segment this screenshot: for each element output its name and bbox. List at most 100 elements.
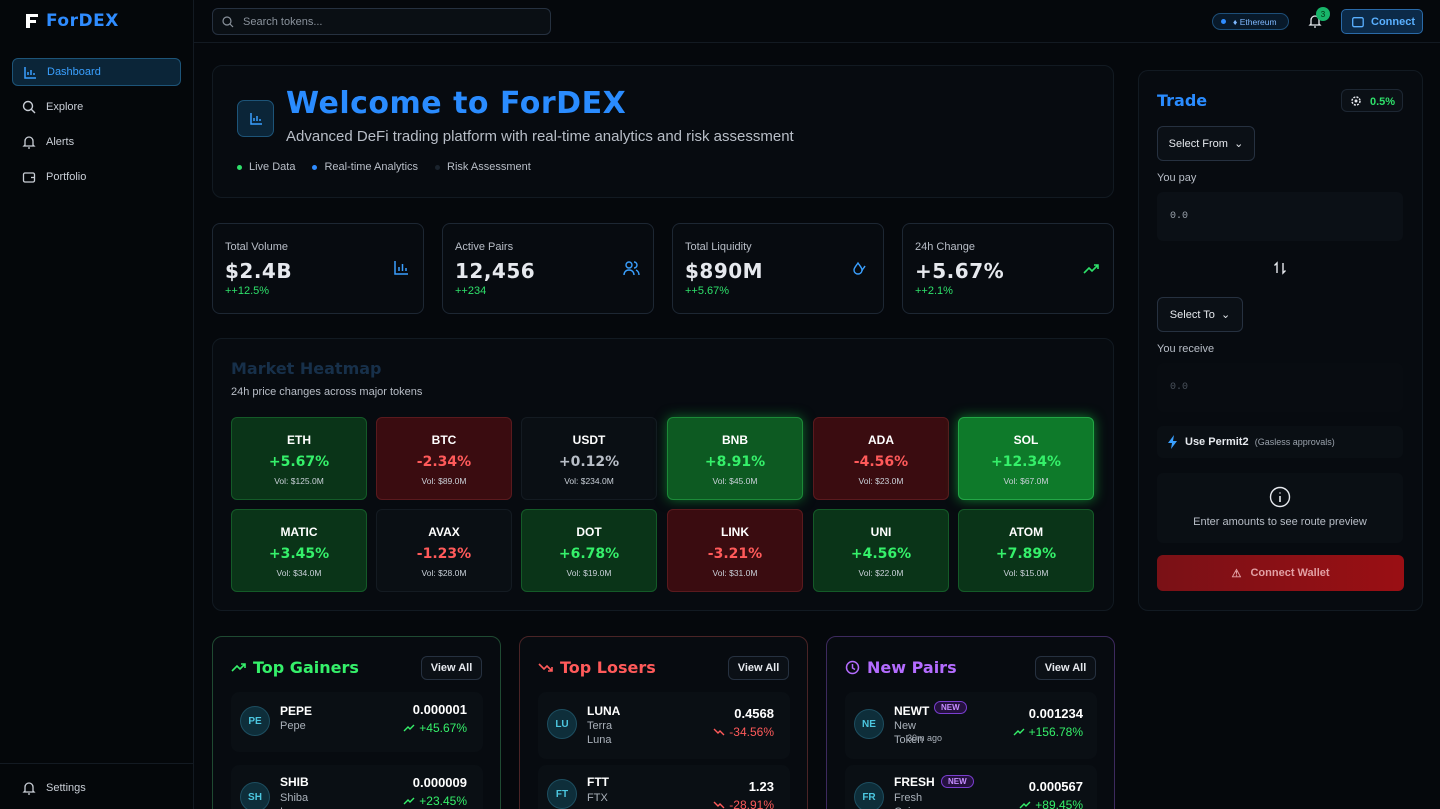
tag-label: Real-time Analytics	[324, 161, 419, 173]
price-box: 0.4568 -34.56%	[664, 706, 774, 739]
change-value: +45.67%	[419, 721, 467, 735]
stat-label: Total Volume	[225, 241, 288, 253]
price-box: 0.000009 +23.45%	[357, 775, 467, 808]
tile-volume: Vol: $125.0M	[274, 476, 324, 486]
stat-card: 24h Change +5.67% ++2.1%	[902, 223, 1114, 314]
search-box[interactable]: Search tokens...	[212, 8, 551, 35]
label: Connect	[1371, 15, 1415, 28]
tile-change: +3.45%	[268, 546, 330, 562]
stat-card: Active Pairs 12,456 ++234	[442, 223, 654, 314]
connect-wallet[interactable]: ⚠ Connect Wallet	[1157, 555, 1404, 591]
swap-icon[interactable]	[1273, 261, 1287, 275]
select-from[interactable]: Select From ⌄	[1157, 126, 1255, 161]
permit-row[interactable]: Use Permit2 (Gasless approvals)	[1157, 426, 1403, 458]
token-row[interactable]: PE PEPE Pepe 0.000001 +45.67%	[231, 692, 483, 752]
token-name: New Token	[894, 720, 924, 746]
heatmap-tile[interactable]: ETH +5.67% Vol: $125.0M	[231, 417, 367, 500]
heatmap-tile[interactable]: ADA -4.56% Vol: $23.0M	[813, 417, 949, 500]
token-change: -28.91%	[664, 798, 774, 809]
tile-change: +7.89%	[995, 546, 1057, 562]
search-placeholder: Search tokens...	[243, 16, 323, 28]
price-box: 1.23 -28.91%	[664, 779, 774, 809]
heatmap-tile[interactable]: DOT +6.78% Vol: $19.0M	[521, 509, 657, 592]
token-row[interactable]: LU LUNA Terra Luna 0.4568 -34.56%	[538, 692, 790, 759]
list-card: Top Losers View All LU LUNA Terra Luna 0.4568…	[519, 636, 808, 809]
token-row[interactable]: NE NEWT NEW New Token 30m ago 0.001234 +156.78…	[845, 692, 1097, 759]
stat-change: ++5.67%	[685, 285, 730, 297]
tile-symbol: MATIC	[280, 525, 318, 539]
stat-label: Total Liquidity	[685, 241, 752, 253]
tag-label: Risk Assessment	[447, 161, 531, 173]
stat-icon	[393, 260, 410, 282]
tile-volume: Vol: $34.0M	[276, 568, 322, 578]
select-to[interactable]: Select To ⌄	[1157, 297, 1243, 332]
tile-volume: Vol: $67.0M	[1003, 476, 1049, 486]
avatar: FR	[854, 782, 884, 809]
icon	[22, 782, 36, 795]
token-row[interactable]: FT FTT FTX 1.23 -28.91%	[538, 765, 790, 809]
heatmap-tile[interactable]: MATIC +3.45% Vol: $34.0M	[231, 509, 367, 592]
token-row[interactable]: SH SHIB Shiba Inu 0.000009 +23.45%	[231, 765, 483, 809]
heatmap-tile[interactable]: AVAX -1.23% Vol: $28.0M	[376, 509, 512, 592]
avatar: FT	[547, 779, 577, 809]
welcome-title: Welcome to ForDEX	[286, 86, 627, 121]
nav-item[interactable]: Dashboard	[12, 58, 181, 86]
stat-value: 12,456	[455, 259, 536, 283]
brand: ForDEX	[46, 11, 119, 31]
view-all[interactable]: View All	[421, 656, 482, 680]
nav-item[interactable]: Settings	[12, 774, 181, 802]
nav-item[interactable]: Alerts	[12, 128, 181, 156]
tile-volume: Vol: $89.0M	[421, 476, 467, 486]
price-box: 0.001234 +156.78%	[973, 706, 1083, 739]
trade-title: Trade	[1157, 91, 1208, 110]
tile-volume: Vol: $15.0M	[1003, 568, 1049, 578]
heatmap-tile[interactable]: SOL +12.34% Vol: $67.0M	[958, 417, 1094, 500]
heatmap-tile[interactable]: USDT +0.12% Vol: $234.0M	[521, 417, 657, 500]
heatmap-tile[interactable]: UNI +4.56% Vol: $22.0M	[813, 509, 949, 592]
stat-icon	[853, 260, 870, 282]
badge: NEW	[941, 775, 974, 788]
view-all[interactable]: View All	[728, 656, 789, 680]
nav-label: Explore	[46, 101, 84, 113]
icon	[250, 113, 262, 125]
connect-button[interactable]: Connect	[1341, 9, 1423, 34]
view-all[interactable]: View All	[1035, 656, 1096, 680]
nav-label: Alerts	[46, 136, 75, 148]
tile-symbol: LINK	[721, 525, 749, 539]
you-pay: You pay	[1157, 172, 1197, 184]
token-change: -34.56%	[664, 725, 774, 739]
info-icon	[1269, 486, 1291, 508]
tile-change: +0.12%	[558, 454, 620, 470]
badge: NEW	[934, 701, 967, 714]
pay-input[interactable]: 0.0	[1157, 192, 1403, 241]
nav-item[interactable]: Portfolio	[12, 163, 181, 191]
tile-symbol: ATOM	[1008, 525, 1044, 539]
dot	[1221, 19, 1226, 24]
change-value: -28.91%	[729, 798, 774, 809]
stat-change: ++234	[455, 285, 487, 297]
heatmap-tile[interactable]: BNB +8.91% Vol: $45.0M	[667, 417, 803, 500]
token-row[interactable]: FR FRESH NEW Fresh Coin 0.000567 +89.45%	[845, 765, 1097, 809]
token-change: +23.45%	[357, 794, 467, 808]
token-change: +45.67%	[357, 721, 467, 735]
heatmap-tile[interactable]: LINK -3.21% Vol: $31.0M	[667, 509, 803, 592]
nav-item[interactable]: Explore	[12, 93, 181, 121]
heatmap-tile[interactable]: BTC -2.34% Vol: $89.0M	[376, 417, 512, 500]
top-bar	[194, 0, 1440, 43]
token-name: Terra Luna	[587, 720, 613, 746]
welcome-subtitle: Advanced DeFi trading platform with real…	[286, 128, 794, 145]
token-symbol: LUNA	[587, 704, 621, 718]
token-name: FTX	[587, 792, 608, 804]
tile-symbol: ADA	[868, 433, 894, 447]
stat-value: +5.67%	[915, 259, 1005, 283]
token-symbol: PEPE	[280, 704, 313, 718]
tag: Live Data	[237, 161, 295, 173]
network-pill[interactable]: ♦ Ethereum	[1212, 13, 1289, 30]
token-change: +156.78%	[973, 725, 1083, 739]
slippage[interactable]: 0.5%	[1341, 89, 1403, 112]
icon	[24, 67, 36, 79]
tile-volume: Vol: $234.0M	[564, 476, 614, 486]
heatmap-tile[interactable]: ATOM +7.89% Vol: $15.0M	[958, 509, 1094, 592]
token-name: Shiba Inu	[280, 792, 309, 809]
